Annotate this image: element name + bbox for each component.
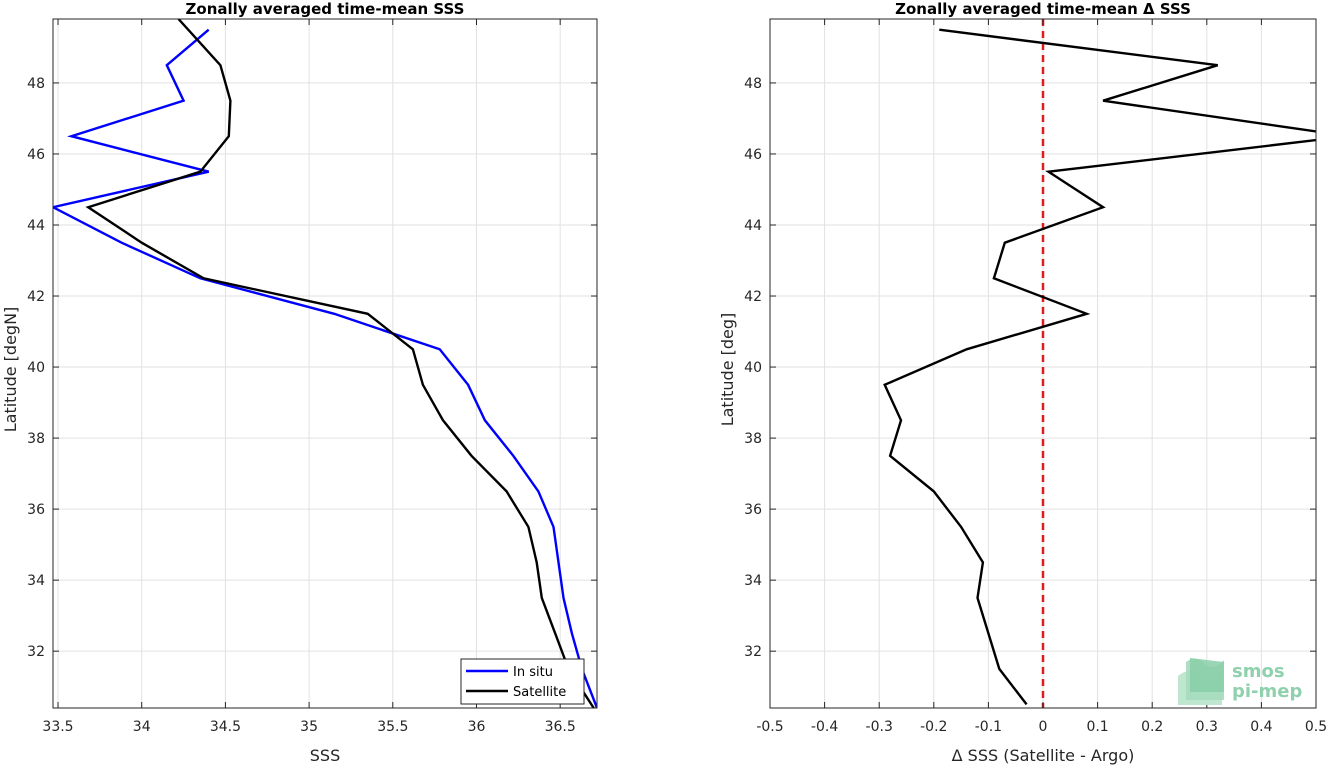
right-x-axis-label: Δ SSS (Satellite - Argo) xyxy=(952,746,1135,765)
x-tick-label: 0.1 xyxy=(1086,719,1108,735)
legend-box xyxy=(460,658,585,705)
series-line-delta-sss xyxy=(883,28,1316,706)
left-ticks: 33.5 34 34.5 35 35.5 36 36.5 32 34 36 38 40 42 44 46 48 xyxy=(27,19,597,735)
y-tick-label: 34 xyxy=(744,573,762,589)
left-x-axis-label: SSS xyxy=(310,746,340,765)
y-tick-label: 46 xyxy=(744,147,762,163)
logo-text-line1: smos xyxy=(1232,661,1285,682)
left-y-axis-label: Latitude [degN] xyxy=(1,307,20,433)
right-grid xyxy=(769,19,1317,708)
right-y-axis-label: Latitude [deg] xyxy=(718,313,737,427)
x-tick-label: 34 xyxy=(133,719,151,735)
smos-pi-mep-logo: smos pi-mep xyxy=(1178,658,1302,705)
y-tick-label: 42 xyxy=(27,289,45,305)
x-tick-label: 36 xyxy=(468,719,486,735)
y-tick-label: 38 xyxy=(744,431,762,447)
logo-waves-icon xyxy=(1178,658,1224,705)
x-tick-label: -0.3 xyxy=(866,719,893,735)
x-tick-label: -0.5 xyxy=(756,719,783,735)
y-tick-label: 48 xyxy=(27,76,45,92)
x-tick-label: 34.5 xyxy=(210,719,241,735)
logo-text-line2: pi-mep xyxy=(1232,681,1302,702)
x-tick-label: 33.5 xyxy=(42,719,73,735)
x-tick-label: 0.4 xyxy=(1250,719,1272,735)
y-tick-label: 36 xyxy=(27,502,45,518)
x-tick-label: 0.5 xyxy=(1305,719,1327,735)
right-chart-panel: Zonally averaged time-mean Δ SSS -0.5 -0.… xyxy=(718,0,1327,765)
left-axes-frame xyxy=(52,18,598,709)
legend-label-satellite: Satellite xyxy=(513,685,566,700)
y-tick-label: 32 xyxy=(27,644,45,660)
left-series-group xyxy=(53,19,597,708)
y-tick-label: 48 xyxy=(744,76,762,92)
series-line-satellite xyxy=(85,19,595,708)
x-tick-label: 36.5 xyxy=(545,719,576,735)
x-tick-label: -0.1 xyxy=(975,719,1002,735)
left-chart-title: Zonally averaged time-mean SSS xyxy=(186,0,465,18)
x-tick-label: -0.4 xyxy=(811,719,838,735)
y-tick-label: 40 xyxy=(744,360,762,376)
right-series-group xyxy=(883,28,1316,706)
y-tick-label: 36 xyxy=(744,502,762,518)
y-tick-label: 46 xyxy=(27,147,45,163)
x-tick-label: 0.2 xyxy=(1141,719,1163,735)
y-tick-label: 42 xyxy=(744,289,762,305)
right-ticks: -0.5 -0.4 -0.3 -0.2 -0.1 0 0.1 0.2 0.3 0.4 0.5 32 34… xyxy=(744,19,1327,735)
x-tick-label: -0.2 xyxy=(920,719,947,735)
y-tick-label: 38 xyxy=(27,431,45,447)
x-tick-label: 35.5 xyxy=(377,719,408,735)
y-tick-label: 32 xyxy=(744,644,762,660)
legend-label-in-situ: In situ xyxy=(513,665,553,680)
right-chart-title: Zonally averaged time-mean Δ SSS xyxy=(895,0,1191,18)
left-chart-panel: Zonally averaged time-mean SSS 33.5 34 34.… xyxy=(1,0,598,765)
y-tick-label: 44 xyxy=(744,218,762,234)
x-tick-label: 0 xyxy=(1039,719,1048,735)
x-tick-label: 0.3 xyxy=(1196,719,1218,735)
legend: In situ Satellite xyxy=(460,658,585,705)
left-grid xyxy=(53,19,597,708)
y-tick-label: 34 xyxy=(27,573,45,589)
series-line-in-situ xyxy=(53,28,597,708)
y-tick-label: 40 xyxy=(27,360,45,376)
x-tick-label: 35 xyxy=(300,719,318,735)
y-tick-label: 44 xyxy=(27,218,45,234)
